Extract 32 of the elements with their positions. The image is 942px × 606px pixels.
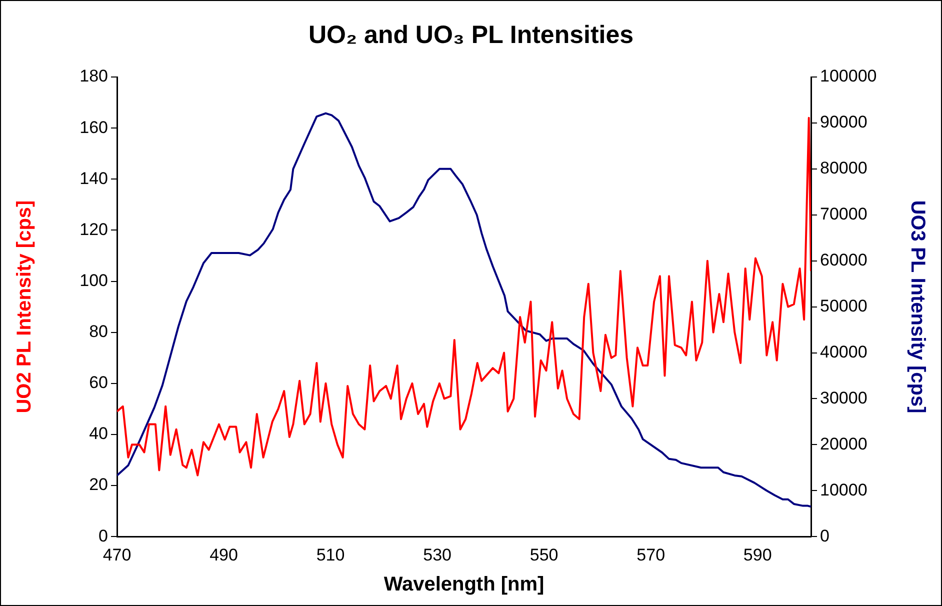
x-tick-label: 570 <box>636 545 666 564</box>
y2-tick-label: 100000 <box>820 66 877 86</box>
x-tick-label: 510 <box>316 545 345 564</box>
y-tick-label: 40 <box>89 424 108 444</box>
y2-tick-label: 10000 <box>820 480 868 500</box>
y2-tick-label: 90000 <box>820 112 868 132</box>
y2-tick-label: 20000 <box>820 434 868 454</box>
chart-title: UO₂ and UO₃ PL Intensities <box>308 20 634 49</box>
y2-tick-label: 50000 <box>820 296 868 316</box>
x-tick-label: 590 <box>743 545 772 564</box>
y-tick-label: 160 <box>80 118 108 137</box>
y2-tick-label: 70000 <box>820 204 868 224</box>
x-tick-label: 550 <box>530 545 558 564</box>
y-tick-label: 140 <box>80 168 108 188</box>
y-tick-label: 120 <box>80 220 108 239</box>
x-tick-label: 490 <box>210 545 238 564</box>
y-tick-label: 20 <box>89 475 108 494</box>
x-tick-label: 470 <box>102 545 132 564</box>
y2-axis-title: UO3 PL Intensity [cps] <box>906 200 928 414</box>
y-tick-label: 180 <box>80 66 108 86</box>
y2-tick-label: 80000 <box>820 158 868 178</box>
y-axis-title: UO2 PL Intensity [cps] <box>14 200 36 414</box>
y-tick-label: 0 <box>98 526 108 546</box>
x-axis-title: Wavelength [nm] <box>384 574 544 596</box>
x-tick-label: 530 <box>423 545 452 564</box>
y-tick-label: 60 <box>89 373 108 392</box>
y2-tick-label: 0 <box>820 526 830 546</box>
y2-tick-label: 40000 <box>820 342 868 362</box>
y2-tick-label: 30000 <box>820 388 868 408</box>
y-tick-label: 100 <box>80 270 108 290</box>
y-tick-label: 80 <box>89 322 108 342</box>
y2-tick-label: 60000 <box>820 250 868 270</box>
